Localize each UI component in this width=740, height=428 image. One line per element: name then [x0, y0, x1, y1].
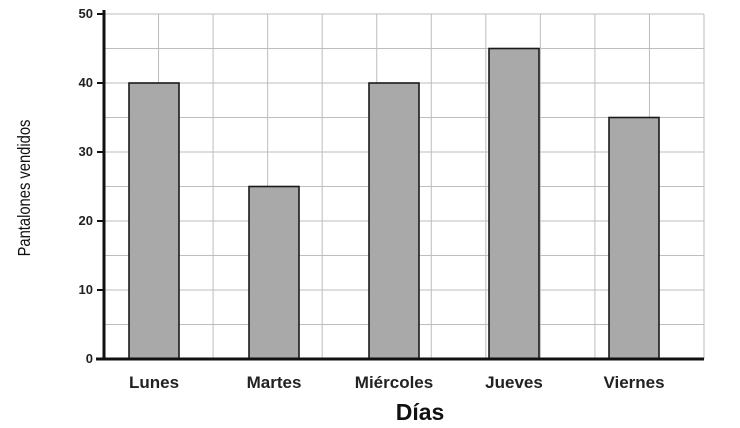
y-tick-label: 30	[79, 144, 93, 159]
axes	[96, 10, 704, 361]
x-tick-label: Miércoles	[355, 373, 433, 392]
bar-jueves	[488, 47, 540, 360]
x-tick-label: Viernes	[603, 373, 664, 392]
x-tick-labels: Lunes Martes Miércoles Jueves Viernes	[129, 373, 665, 392]
y-tick-label: 0	[86, 351, 93, 366]
y-tick-label: 50	[79, 6, 93, 21]
y-tick-labels: 0 10 20 30 40 50	[79, 6, 104, 366]
x-tick-label: Jueves	[485, 373, 543, 392]
y-tick-label: 10	[79, 282, 93, 297]
bar-viernes	[608, 116, 660, 360]
x-tick-label: Martes	[247, 373, 302, 392]
bars	[128, 47, 660, 360]
bar-martes	[248, 185, 300, 360]
y-tick-label: 20	[79, 213, 93, 228]
y-tick-label: 40	[79, 75, 93, 90]
bar-lunes	[128, 82, 180, 360]
y-axis-title: Pantalones vendidos	[15, 120, 35, 257]
x-tick-label: Lunes	[129, 373, 179, 392]
x-axis-title: Días	[396, 399, 445, 425]
bar-miércoles	[368, 82, 420, 360]
